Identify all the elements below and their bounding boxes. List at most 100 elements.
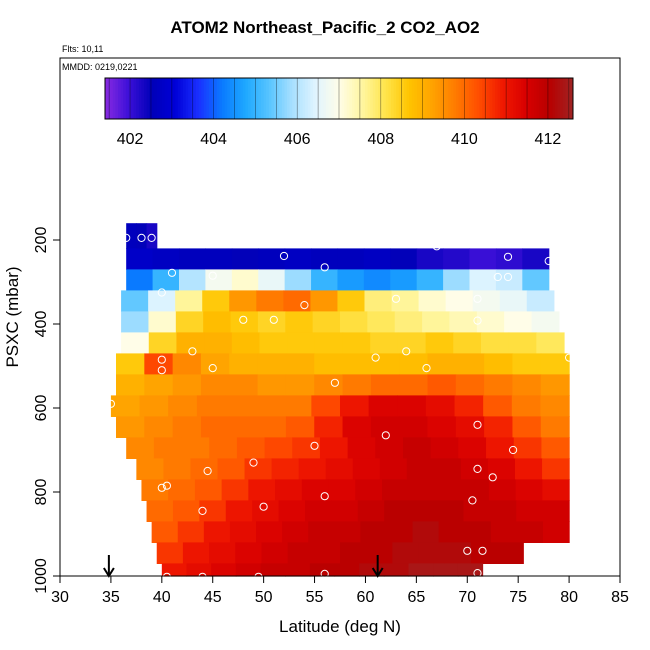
- colorbar-segment: [307, 78, 311, 119]
- x-tick-label: 40: [153, 589, 171, 606]
- x-tick-label: 85: [611, 589, 629, 606]
- heatmap-cell: [512, 416, 542, 438]
- heatmap-cell: [513, 437, 543, 459]
- heatmap-cell: [512, 353, 542, 375]
- heatmap-cell: [543, 521, 570, 543]
- colorbar-segment: [190, 78, 194, 119]
- colorbar-segment: [424, 78, 428, 119]
- heatmap-cell: [217, 458, 246, 480]
- colorbar-segment: [521, 78, 525, 119]
- heatmap-cell: [408, 563, 434, 577]
- heatmap-cell: [522, 248, 550, 270]
- sample-point: [468, 496, 477, 505]
- heatmap-cell: [209, 542, 236, 564]
- heatmap-cell: [522, 269, 550, 291]
- heatmap-cell: [229, 374, 259, 396]
- heatmap-cell: [484, 416, 514, 438]
- colorbar-segment: [544, 78, 548, 119]
- heatmap-cell: [445, 290, 474, 312]
- sample-point: [208, 364, 217, 373]
- heatmap-cell: [342, 416, 372, 438]
- sample-point: [162, 572, 171, 581]
- heatmap-cell: [257, 416, 287, 438]
- heatmap-cells: [110, 223, 570, 577]
- heatmap-cell: [211, 563, 237, 577]
- heatmap-cell: [153, 437, 183, 459]
- heatmap-cell: [256, 521, 283, 543]
- sample-point: [503, 252, 513, 261]
- heatmap-cell: [168, 395, 198, 417]
- heatmap-cell: [285, 311, 314, 333]
- heatmap-cell: [363, 248, 391, 270]
- sample-point: [279, 251, 289, 261]
- colorbar-segment: [357, 78, 361, 119]
- colorbar-segment: [133, 78, 137, 119]
- x-axis-label: Latitude (deg N): [279, 617, 401, 636]
- colorbar-segment: [518, 78, 522, 119]
- colorbar-segment: [271, 78, 275, 119]
- heatmap-cell: [394, 311, 423, 333]
- colorbar-segment: [354, 78, 358, 119]
- heatmap-cell: [495, 248, 523, 270]
- heatmap-cell: [391, 290, 420, 312]
- colorbar-segment: [120, 78, 124, 119]
- heatmap-cell: [282, 395, 312, 417]
- colorbar-segment: [294, 78, 298, 119]
- colorbar-segment: [474, 78, 478, 119]
- heatmap-cell: [515, 458, 543, 480]
- colorbar-segment: [391, 78, 395, 119]
- heatmap-cell: [172, 374, 202, 396]
- heatmap-cell: [355, 479, 383, 501]
- colorbar-segment: [456, 78, 460, 119]
- colorbar-segment: [476, 78, 480, 119]
- heatmap-cell: [196, 395, 227, 417]
- heatmap-cell: [314, 353, 344, 375]
- sample-point: [463, 546, 472, 555]
- sample-point: [157, 288, 166, 297]
- heatmap-cell: [278, 500, 306, 522]
- heatmap-cell: [310, 290, 339, 312]
- heatmap-cell: [542, 479, 570, 501]
- heatmap-cell: [399, 374, 429, 396]
- heatmap-cell: [430, 437, 459, 459]
- colorbar-segment: [274, 78, 278, 119]
- heatmap-cell: [285, 374, 315, 396]
- sample-point: [565, 353, 574, 362]
- colorbar-segment: [510, 78, 514, 119]
- heatmap-cell: [370, 332, 399, 354]
- colorbar-segment: [188, 78, 192, 119]
- x-axis: 30 35 40 45 50 55 60 65 70 75 80 85: [51, 575, 629, 606]
- arrow-marker: [103, 555, 115, 578]
- heatmap-cell: [541, 437, 570, 459]
- heatmap-cell: [256, 290, 284, 312]
- heatmap-cell: [410, 500, 438, 522]
- sample-points: [106, 233, 579, 581]
- heatmap-cell: [181, 437, 210, 459]
- heatmap-cell: [392, 542, 420, 564]
- heatmap-cell: [186, 563, 212, 577]
- colorbar-segment: [541, 78, 545, 119]
- colorbar-segment: [508, 78, 512, 119]
- colorbar-segment: [175, 78, 179, 119]
- colorbar-segment: [414, 78, 418, 119]
- colorbar-segment: [112, 78, 116, 119]
- heatmap-cell: [152, 248, 180, 270]
- colorbar-segment: [378, 78, 382, 119]
- sample-point: [402, 347, 411, 356]
- colorbar-segment: [528, 78, 532, 119]
- colorbar-segment: [398, 78, 402, 119]
- sample-point: [269, 315, 278, 324]
- colorbar-segment: [263, 78, 267, 119]
- heatmap-cell: [328, 479, 356, 501]
- heatmap-cell: [225, 500, 253, 522]
- heatmap-cell: [259, 332, 288, 354]
- heatmap-cell: [531, 311, 560, 333]
- heatmap-cell: [205, 248, 233, 270]
- sample-point: [122, 233, 131, 242]
- heatmap-cell: [472, 290, 501, 312]
- colorbar-segment: [170, 78, 174, 119]
- heatmap-cell: [311, 248, 339, 270]
- heatmap-cell: [144, 374, 174, 396]
- heatmap-cell: [285, 563, 311, 577]
- heatmap-cell: [257, 353, 287, 375]
